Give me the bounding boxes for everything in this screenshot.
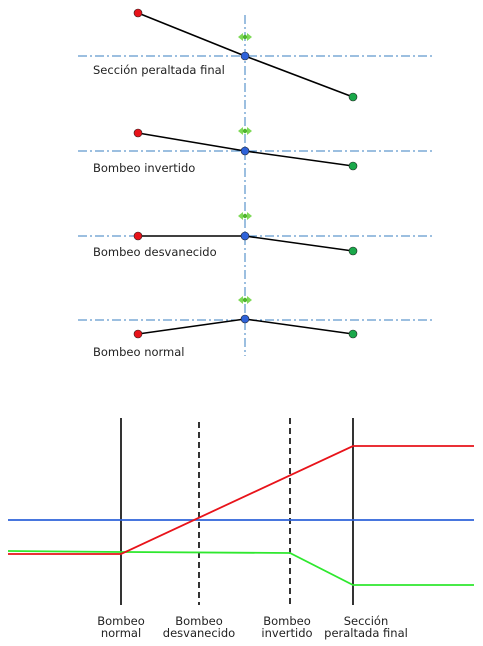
left-edge-profile xyxy=(8,445,474,555)
section-2-label: Bombeo invertido xyxy=(93,161,195,175)
section-superelevated: Sección peraltada final xyxy=(78,8,435,102)
section-1-slope xyxy=(137,12,246,57)
section-4-left-point xyxy=(133,329,143,339)
station-label-invertido-2: invertido xyxy=(261,626,312,640)
section-1-right-point xyxy=(348,92,358,102)
section-4-right-point xyxy=(348,329,358,339)
section-4-label: Bombeo normal xyxy=(93,345,185,359)
section-3-slope-right xyxy=(244,235,354,252)
section-1-label: Sección peraltada final xyxy=(93,63,225,77)
section-1-slope-right xyxy=(244,55,354,98)
section-inverted-crown: Bombeo invertido xyxy=(78,127,435,175)
section-4-slope xyxy=(137,318,246,335)
section-normal-crown: Bombeo normal xyxy=(78,296,435,359)
section-4-slope-right xyxy=(244,318,354,335)
station-label-peraltada-2: peraltada final xyxy=(324,626,408,640)
station-label-desvanecido-2: desvanecido xyxy=(163,626,235,640)
section-3-center-point xyxy=(240,231,250,241)
section-4-center-point xyxy=(240,314,250,324)
section-2-right-point xyxy=(348,161,358,171)
section-2-slope xyxy=(137,132,246,152)
station-label-normal-2: normal xyxy=(101,626,141,640)
right-edge-profile xyxy=(7,550,474,586)
section-1-left-point xyxy=(133,8,143,18)
section-2-marker-icon xyxy=(238,127,252,135)
station-label-desvanecido: Bombeo xyxy=(175,614,223,628)
section-2-left-point xyxy=(133,128,143,138)
section-3-right-point xyxy=(348,246,358,256)
section-2-center-point xyxy=(240,146,250,156)
station-label-normal: Bombeo xyxy=(97,614,145,628)
station-label-invertido: Bombeo xyxy=(263,614,311,628)
section-2-slope-right xyxy=(244,150,354,167)
section-3-left-point xyxy=(133,231,143,241)
section-3-marker-icon xyxy=(238,212,252,220)
station-label-peraltada: Sección xyxy=(344,614,389,628)
profile-diagram: Bombeo normal Bombeo desvanecido Bombeo … xyxy=(7,418,474,640)
section-4-marker-icon xyxy=(238,296,252,304)
section-flat-crown: Bombeo desvanecido xyxy=(78,212,435,259)
section-3-label: Bombeo desvanecido xyxy=(93,245,217,259)
section-1-center-point xyxy=(240,51,250,61)
